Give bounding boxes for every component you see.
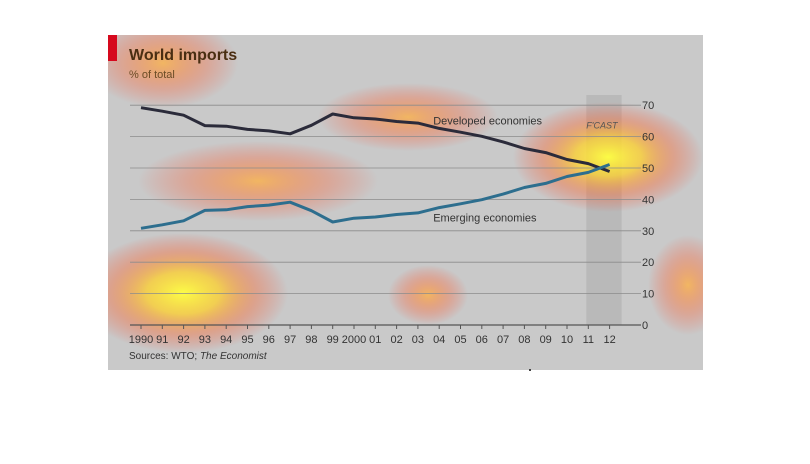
series-label-developed: Developed economies	[433, 116, 542, 128]
x-tick-label: 10	[561, 334, 573, 346]
x-tick-label: 07	[497, 334, 509, 346]
y-tick-label: 60	[642, 132, 654, 144]
brand-accent-bar	[108, 35, 117, 61]
x-tick-label: 98	[305, 334, 317, 346]
x-tick-label: 09	[540, 334, 552, 346]
source-publication: The Economist	[199, 351, 267, 362]
series-line-emerging	[140, 163, 611, 230]
series-line-developed	[140, 106, 611, 173]
x-tick-label: 96	[263, 334, 275, 346]
chart-subtitle: % of total	[129, 69, 175, 81]
y-tick-label: 10	[642, 289, 654, 301]
y-axis-ticks: 0 10 20 30 40 50 60 70	[642, 100, 654, 332]
x-tick-label: 12	[603, 334, 615, 346]
x-tick-label: 08	[518, 334, 530, 346]
forecast-label: F'CAST	[586, 121, 619, 131]
y-tick-label: 30	[642, 226, 654, 238]
x-tick-label: 05	[454, 334, 466, 346]
x-tick-label: 03	[412, 334, 424, 346]
x-tick-label: 11	[583, 334, 594, 346]
y-tick-label: 40	[642, 194, 654, 206]
x-tick-label: 97	[284, 334, 296, 346]
x-tick-label: 1990	[129, 334, 153, 346]
stray-mark	[529, 369, 531, 371]
chart-title: World imports	[129, 47, 238, 64]
x-tick-label: 95	[241, 334, 253, 346]
y-tick-label: 20	[642, 257, 654, 269]
series-lines	[140, 106, 611, 230]
x-tick-label: 99	[327, 334, 339, 346]
source-prefix: Sources: WTO;	[129, 351, 200, 362]
heatmap-overlay	[108, 35, 703, 353]
x-tick-label: 92	[177, 334, 189, 346]
y-tick-label: 50	[642, 163, 654, 175]
x-tick-label: 2000	[342, 334, 366, 346]
series-label-emerging: Emerging economies	[433, 212, 537, 224]
gridlines	[130, 104, 641, 326]
x-axis-ticks: 1990 91 92 93 94 95 96 97 98 99 2000 01 02 03 04 05 06 07…	[129, 325, 616, 346]
source-note: Sources: WTO; The Economist	[129, 351, 267, 362]
x-tick-label: 06	[476, 334, 488, 346]
x-tick-label: 91	[156, 334, 168, 346]
y-tick-label: 0	[642, 320, 648, 332]
x-tick-label: 93	[199, 334, 211, 346]
x-tick-label: 02	[390, 334, 402, 346]
x-tick-label: 01	[369, 334, 381, 346]
y-tick-label: 70	[642, 100, 654, 112]
x-tick-label: 94	[220, 334, 232, 346]
x-tick-label: 04	[433, 334, 445, 346]
chart-card: 0 10 20 30 40 50 60 70 1990 91 92 93 94 95 96 97 98 99 20…	[108, 35, 703, 370]
